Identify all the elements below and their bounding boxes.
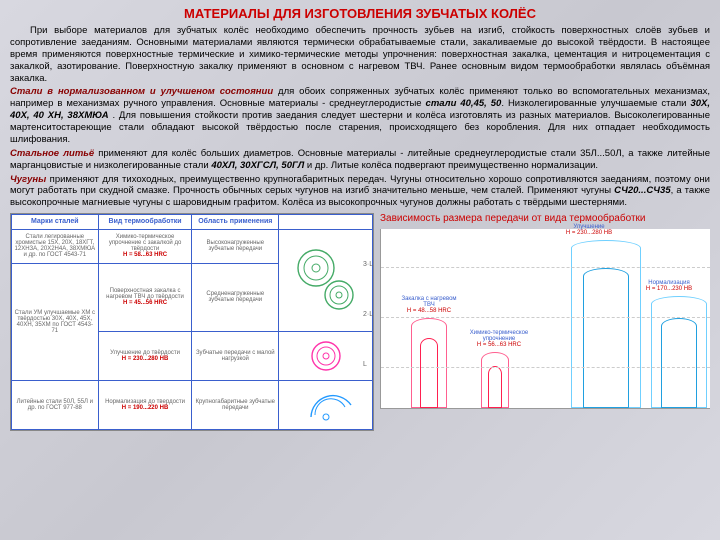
heading-steels: Стали в нормализованном и улучшеном сост… — [10, 86, 273, 97]
bar-fill — [583, 268, 629, 408]
p3c: и др. Литые колёса подвергают преимущест… — [304, 160, 598, 171]
cell-area-2b: Зубчатые передачи с малой нагрузкой — [192, 331, 279, 380]
bar-label: НормализацияH = 170...230 HB — [639, 280, 699, 292]
gear-icon-3 — [279, 380, 373, 429]
right-panel: Зависимость размера передачи от вида тер… — [380, 213, 710, 431]
bar-label: Химико-термическое упрочнениеH = 56...63… — [469, 330, 529, 348]
cell-treat-2a: Поверхностная закалка с нагревом ТВЧ до … — [98, 264, 192, 331]
bar-label: Закалка с нагревом ТВЧH = 48...58 HRC — [399, 296, 459, 314]
p2-bold1: стали 40,45, 50 — [426, 98, 502, 109]
p4a: применяют для тихоходных, преимущественн… — [10, 174, 710, 197]
cell-treat-2b: Улучшение до твёрдостиH = 230...280 HB — [98, 331, 192, 380]
bar-fill — [488, 366, 502, 408]
gear-icon-2 — [279, 331, 373, 380]
cell-area-1: Высоконагруженные зубчатые передачи — [192, 229, 279, 264]
th-steel: Марки сталей — [12, 215, 99, 229]
bar-fill — [661, 318, 697, 408]
heading-iron: Чугуны — [10, 174, 46, 185]
cell-area-2a: Средненагруженные зубчатые передачи — [192, 264, 279, 331]
cell-steel-3: Литейные стали 50Л, 55Л и др. по ГОСТ 97… — [12, 380, 99, 429]
cell-treat-1: Химико-термическое упрочнение с закалкой… — [98, 229, 192, 264]
page-title: МАТЕРИАЛЫ ДЛЯ ИЗГОТОВЛЕНИЯ ЗУБЧАТЫХ КОЛЁ… — [10, 6, 710, 21]
bottom-row: Марки сталей Вид термообработки Область … — [10, 213, 710, 431]
p2c: . Низколегированные улучшаемые стали — [501, 98, 690, 109]
body-text: При выборе материалов для зубчатых колёс… — [10, 25, 710, 209]
y-tick: 2·L — [363, 311, 373, 318]
bar-label: УлучшениеH = 230...280 HB — [559, 224, 619, 236]
y-tick: L — [363, 361, 367, 368]
bar-fill — [420, 338, 438, 408]
p4-bold: СЧ20...СЧ35 — [614, 185, 670, 196]
table-row: Литейные стали 50Л, 55Л и др. по ГОСТ 97… — [12, 380, 373, 429]
heading-cast: Стальное литьё — [10, 148, 94, 159]
table-row: Стали легированные хромистые 15Х, 20Х, 1… — [12, 229, 373, 264]
cell-treat-3: Нормализация до твердостиH = 190...220 H… — [98, 380, 192, 429]
cell-steel-1: Стали легированные хромистые 15Х, 20Х, 1… — [12, 229, 99, 264]
size-chart: Закалка с нагревом ТВЧH = 48...58 HRC Хим… — [380, 229, 710, 409]
th-area: Область применения — [192, 215, 279, 229]
th-gear — [279, 215, 373, 229]
y-tick: 3·L — [363, 261, 373, 268]
table-header-row: Марки сталей Вид термообработки Область … — [12, 215, 373, 229]
th-treatment: Вид термообработки — [98, 215, 192, 229]
cell-area-3: Крупногабаритные зубчатые передачи — [192, 380, 279, 429]
cell-steel-2: Стали УМ улучшаемые ХМ с твёрдостью 30Х,… — [12, 264, 99, 380]
gear-icon-1 — [279, 229, 373, 331]
dependency-title: Зависимость размера передачи от вида тер… — [380, 213, 710, 225]
material-table: Марки сталей Вид термообработки Область … — [10, 213, 374, 431]
para-1: При выборе материалов для зубчатых колёс… — [10, 25, 710, 84]
p3-bold: 40ХЛ, 30ХГСЛ, 50ГЛ — [211, 160, 304, 171]
p2e: . Для повышения стойкости против заедани… — [10, 110, 710, 145]
